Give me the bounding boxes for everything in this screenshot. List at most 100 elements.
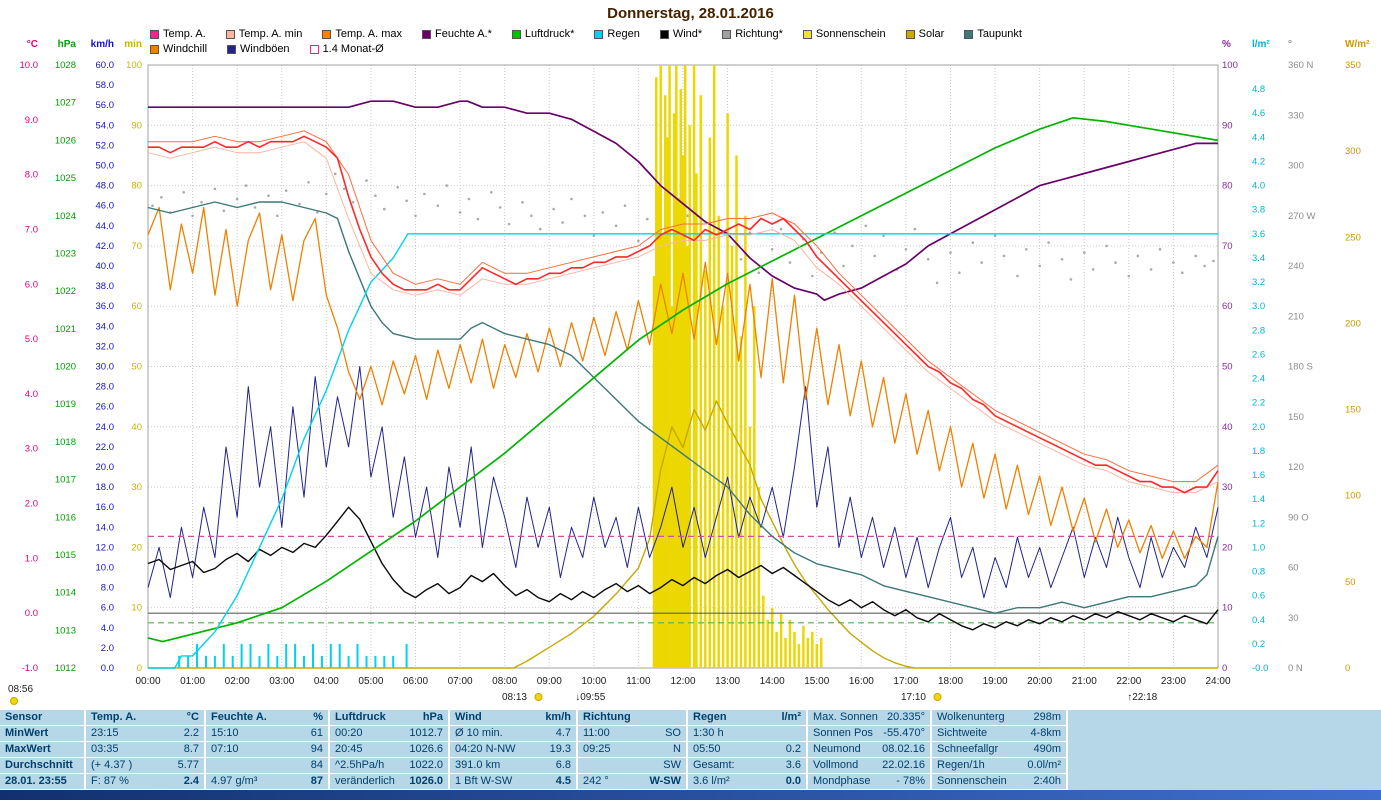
axis-tick-label: 40: [1222, 422, 1233, 433]
stats-cell: 15:10 61: [206, 726, 328, 742]
legend-swatch: [594, 29, 604, 39]
axis-tick-label: 1023: [55, 248, 76, 259]
axis-tick-label: 1021: [55, 324, 76, 335]
stats-cell: Gesamt: 3.6: [688, 758, 806, 774]
axis-tick-label: 90: [131, 120, 142, 131]
stats-cell: 05:50 0.2: [688, 742, 806, 758]
legend-item-regen: Regen: [594, 28, 640, 40]
legend-swatch: [225, 29, 235, 39]
x-tick-label: 12:00: [670, 676, 695, 687]
stats-cell-value: 1022.0: [409, 759, 443, 771]
legend-swatch: [150, 29, 159, 39]
axis-tick-label: 40: [131, 422, 142, 433]
axis-tick-label: 4.8: [1252, 84, 1265, 95]
legend-item-sonnenschein: Sonnenschein: [802, 28, 886, 40]
axis-tick-label: 120: [1288, 462, 1304, 473]
x-tick-label: 03:00: [269, 676, 294, 687]
stats-cell-value: 2:40h: [1033, 775, 1061, 787]
axis-tick-label: 18.0: [96, 482, 115, 493]
axis-tick-label: 20: [1222, 542, 1233, 553]
stats-cell-label: 391.0 km: [455, 759, 501, 771]
axis-tick-label: 1015: [55, 550, 76, 561]
stats-cell-label: ^2.5hPa/h: [335, 759, 385, 771]
axis-tick-label: 1026: [55, 135, 76, 146]
stats-cell: Vollmond 22.02.16: [808, 758, 930, 774]
stats-column: Wind km/h Ø 10 min. 4.7 04:20 N-NW 19.3 391.0 …: [450, 710, 578, 790]
legend-label: 1.4 Monat-Ø: [322, 43, 384, 55]
stats-cell-label: Sichtweite: [937, 727, 988, 739]
axis-tick-label: 3.6: [1252, 229, 1265, 240]
sun-icon: [10, 697, 18, 705]
stats-cell-value: 4.7: [555, 727, 571, 739]
stats-cell-value: 20.335°: [886, 711, 925, 723]
astro-corner-label: 08:56: [8, 684, 33, 695]
stats-cell-value: 5.77: [177, 759, 199, 771]
legend-label: Temp. A.: [163, 28, 206, 40]
stats-cell: 84: [206, 758, 328, 774]
axis-tick-label: 4.4: [1252, 132, 1265, 143]
axis-tick-label: 4.0: [101, 623, 114, 634]
stats-cell: 391.0 km 6.8: [450, 758, 576, 774]
legend-swatch: [722, 29, 732, 39]
legend-swatch: [309, 44, 319, 54]
axis-tick-label: 60: [131, 301, 142, 312]
axis-tick-label: 1012: [55, 663, 76, 674]
legend-row-2: Windchill Windböen 1.4 Monat-Ø: [150, 43, 384, 55]
stats-cell: 03:35 8.7: [86, 742, 204, 758]
axis-tick-label: 1.8: [1252, 446, 1265, 457]
axis-tick-label: 360 N: [1288, 60, 1313, 71]
axis-tick-label: 330: [1288, 110, 1304, 121]
stats-cell-label: 15:10: [211, 727, 239, 739]
stats-cell-label: 4.97 g/m³: [211, 775, 258, 787]
stats-cell-label: F: 87 %: [91, 775, 129, 787]
legend-label: Taupunkt: [977, 28, 1022, 40]
axis-unit-label: °: [1288, 39, 1292, 50]
stats-cell: 1:30 h: [688, 726, 806, 742]
axis-tick-label: 10.0: [20, 60, 39, 71]
axis-tick-label: 3.8: [1252, 205, 1265, 216]
legend-item-feuchte-a: Feuchte A.*: [422, 28, 492, 40]
axis-tick-label: 48.0: [96, 181, 115, 192]
axis-tick-label: 60.0: [96, 60, 115, 71]
x-tick-label: 00:00: [135, 676, 160, 687]
axis-tick-label: 3.4: [1252, 253, 1265, 264]
stats-cell: Wind km/h: [450, 710, 576, 726]
stats-cell-label: 3.6 l/m²: [693, 775, 730, 787]
axis-tick-label: 20.0: [96, 462, 115, 473]
stats-cell-value: W-SW: [649, 775, 681, 787]
legend-swatch: [150, 44, 159, 54]
axis-tick-label: 44.0: [96, 221, 115, 232]
axis-: ° 360 N 330 300 270 W 240 210 180 S 150 120 90 O 60…: [1288, 39, 1315, 674]
legend-item-wind: Wind*: [659, 28, 702, 40]
axis-tick-label: 1025: [55, 173, 76, 184]
stats-cell-label: Sensor: [5, 711, 43, 723]
stats-cell: 20:45 1026.6: [330, 742, 448, 758]
axis-tick-label: 30: [131, 482, 142, 493]
legend-label: Windböen: [240, 43, 290, 55]
series-temp-min: [147, 141, 1219, 494]
axis-tick-label: 250: [1345, 232, 1361, 243]
stats-column: Wolkenunterg 298m Sichtweite 4-8km Schneefal…: [932, 710, 1068, 790]
stats-cell-label: 03:35: [91, 743, 119, 755]
x-tick-label: 15:00: [804, 676, 829, 687]
stats-cell-label: Vollmond: [813, 759, 859, 771]
axis-tick-label: 90 O: [1288, 512, 1309, 523]
x-tick-label: 23:00: [1161, 676, 1186, 687]
x-tick-label: 13:00: [715, 676, 740, 687]
axis-tick-label: 7.0: [25, 224, 38, 235]
stats-cell-label: 05:50: [693, 743, 721, 755]
axis-tick-label: 8.0: [25, 170, 38, 181]
series-windchill: [147, 206, 1219, 560]
axis-tick-label: 8.0: [101, 583, 114, 594]
axis-tick-label: 300: [1345, 146, 1361, 157]
stats-cell-label: Durchschnitt: [5, 759, 73, 771]
legend-label: Temp. A. max: [335, 28, 403, 40]
axis-tick-label: 50: [131, 362, 142, 373]
stats-cell: Sichtweite 4-8km: [932, 726, 1066, 742]
axis-unit-label: l/m²: [1252, 39, 1270, 50]
axis-tick-label: 52.0: [96, 140, 115, 151]
astro-time-label: 08:13: [502, 692, 527, 703]
legend-label: Windchill: [163, 43, 208, 55]
stats-cell: Richtung: [578, 710, 686, 726]
axis-tick-label: 1016: [55, 512, 76, 523]
